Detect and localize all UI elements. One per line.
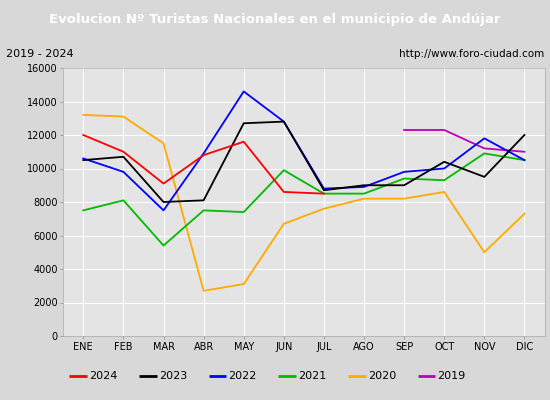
Text: 2024: 2024 — [89, 371, 117, 381]
Text: 2023: 2023 — [158, 371, 187, 381]
Text: 2020: 2020 — [367, 371, 396, 381]
Text: 2019 - 2024: 2019 - 2024 — [6, 49, 73, 59]
Text: 2021: 2021 — [298, 371, 326, 381]
Text: http://www.foro-ciudad.com: http://www.foro-ciudad.com — [399, 49, 544, 59]
Text: 2019: 2019 — [437, 371, 465, 381]
Text: Evolucion Nº Turistas Nacionales en el municipio de Andújar: Evolucion Nº Turistas Nacionales en el m… — [50, 14, 501, 26]
Text: 2022: 2022 — [228, 371, 257, 381]
